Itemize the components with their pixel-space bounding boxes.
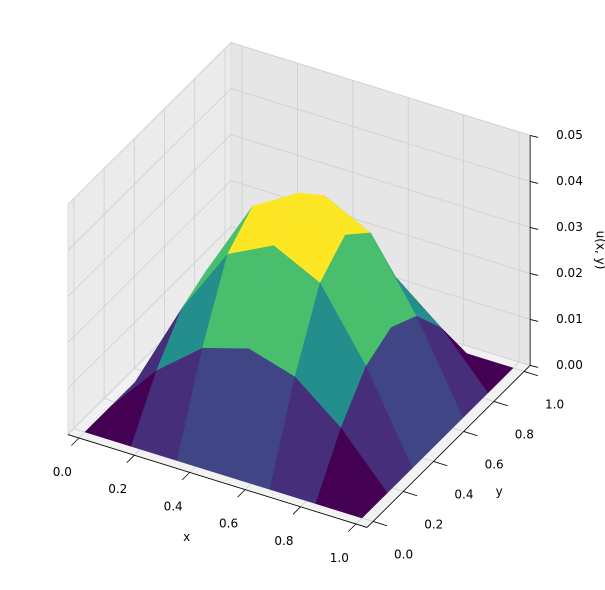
- z-tick-label: 0.02: [556, 266, 583, 280]
- x-tick-label: 0.0: [53, 465, 72, 479]
- x-tick-label: 0.6: [219, 517, 238, 531]
- z-tick: [530, 365, 539, 368]
- x-tick-label: 0.4: [164, 499, 183, 513]
- x-tick-label: 0.2: [108, 482, 127, 496]
- y-tick: [433, 461, 448, 467]
- y-tick-label: 0.0: [394, 547, 413, 561]
- z-tick: [530, 319, 539, 322]
- grid-line: [67, 134, 232, 297]
- y-tick: [493, 401, 508, 407]
- y-tick-label: 0.6: [485, 457, 504, 471]
- y-tick: [403, 491, 418, 497]
- x-tick-label: 0.8: [274, 534, 293, 548]
- z-tick-label: 0.00: [556, 358, 583, 372]
- x-tick: [71, 437, 80, 446]
- grid-line: [67, 180, 232, 343]
- y-tick-label: 0.8: [515, 427, 534, 441]
- surface-face: [315, 427, 388, 519]
- y-axis-label: y: [496, 485, 503, 499]
- y-axis-line: [366, 365, 531, 528]
- x-axis-label: x: [183, 530, 190, 544]
- x-tick: [348, 523, 357, 532]
- z-tick: [530, 227, 539, 230]
- x-tick-label: 1.0: [330, 551, 349, 565]
- z-tick-label: 0.03: [556, 220, 583, 234]
- y-tick-label: 1.0: [545, 397, 564, 411]
- grid-line: [67, 88, 232, 251]
- z-tick: [530, 181, 539, 184]
- grid-line: [230, 42, 531, 136]
- x-tick: [292, 506, 301, 515]
- y-tick: [523, 371, 539, 377]
- grid-line: [67, 226, 232, 389]
- grid-line: [230, 134, 531, 228]
- z-tick-label: 0.04: [556, 174, 583, 188]
- z-tick: [530, 273, 539, 276]
- x-tick: [126, 454, 135, 463]
- grid-line: [230, 88, 531, 182]
- x-tick: [237, 489, 246, 498]
- y-tick-label: 0.2: [424, 517, 443, 531]
- x-tick: [181, 472, 191, 481]
- z-tick-label: 0.05: [556, 128, 583, 142]
- x-axis-line: [67, 434, 368, 528]
- y-tick-label: 0.4: [454, 487, 473, 501]
- y-tick: [372, 521, 388, 527]
- z-tick-label: 0.01: [556, 312, 583, 326]
- z-axis-label: u(x, y): [594, 231, 605, 270]
- grid-line: [67, 42, 232, 205]
- grid-line: [230, 180, 531, 274]
- z-tick: [530, 135, 539, 138]
- y-tick: [463, 431, 478, 437]
